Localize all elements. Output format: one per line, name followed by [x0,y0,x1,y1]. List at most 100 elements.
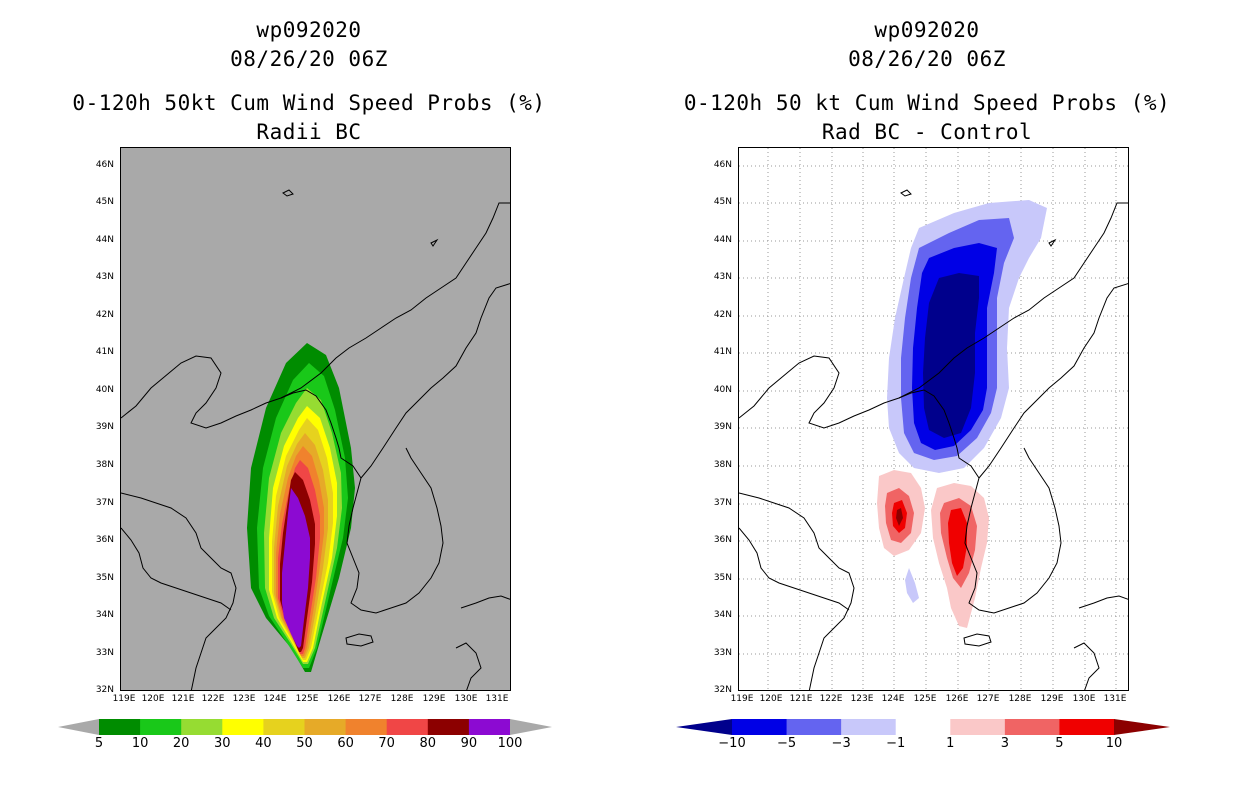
colorbar-swatch [786,719,842,735]
lon-label: 125E [913,694,937,704]
lat-label: 37N [95,498,114,508]
colorbar-swatch [1004,719,1060,735]
colorbar-arrow-low [58,719,99,735]
lat-label: 34N [713,610,732,620]
island-2 [430,238,439,247]
panel-difference: wp092020 08/26/20 06Z 0-120h 50 kt Cum W… [618,0,1236,800]
lat-label: 45N [713,197,732,207]
coastline-shandong [121,527,232,611]
lat-label: 35N [95,573,114,583]
plot-title: 0-120h 50kt Cum Wind Speed Probs (%) [72,91,546,115]
lon-label: 126E [327,694,351,704]
map-area [738,147,1129,691]
plot-subtitle: Radii BC [256,120,362,144]
colorbar-label: 5 [1055,736,1064,751]
lon-label: 119E [730,694,754,704]
colorbar-label: 20 [172,736,190,751]
lon-label: 128E [1008,694,1032,704]
colorbar-label: 40 [255,736,272,751]
coastline-korea-south [346,447,444,614]
colorbar-label: 10 [131,736,149,751]
colorbar-label: 5 [94,736,104,751]
storm-id: wp092020 [874,18,980,42]
lat-label: 35N [713,573,732,583]
lon-label: 121E [171,694,195,704]
lat-label: 44N [713,235,732,245]
lat-label: 45N [95,197,114,207]
lat-label: 33N [713,648,732,658]
coastline-korea-south [964,447,1062,614]
coastline-korea-east [978,283,1128,479]
contour-neg-10 [923,273,979,438]
colorbar-label: −1 [886,736,906,751]
lon-label: 125E [295,694,319,704]
coastline-china-north [121,355,362,479]
coastline-china-east [739,492,855,690]
colorbar-label: 80 [419,736,437,751]
colorbar [676,719,1170,735]
lat-label: 46N [95,160,114,170]
colorbar-label: −3 [831,736,851,751]
colorbar-label: −10 [718,736,746,751]
colorbar-swatch [895,719,951,735]
lat-label: 36N [713,535,732,545]
lat-label: 40N [713,385,732,395]
contour-pos-10 [896,508,903,526]
coastline-shandong [739,527,850,611]
colorbar-label: 10 [1105,736,1123,751]
panel-radii-bc: wp092020 08/26/20 06Z 0-120h 50kt Cum Wi… [58,18,552,751]
lat-label: 42N [713,310,732,320]
colorbar-swatch [263,719,305,735]
colorbar-label: 90 [460,736,478,751]
lon-label: 130E [454,694,478,704]
lat-label: 33N [95,648,114,658]
colorbar-swatch [732,719,788,735]
colorbar-swatch [468,719,511,735]
lon-label: 124E [263,694,287,704]
lat-label: 39N [713,422,732,432]
colorbar-swatch [140,719,182,735]
colorbar-arrow-low [676,719,732,735]
colorbar-label: −5 [776,736,797,751]
colorbar-label: 60 [337,736,354,751]
lat-label: 34N [95,610,114,620]
lat-label: 41N [713,347,732,357]
colorbar-swatch [386,719,429,735]
lat-label: 41N [95,347,114,357]
plot-subtitle: Rad BC - Control [821,120,1033,144]
island-1 [282,189,294,197]
lon-label: 130E [1072,694,1096,704]
lat-label: 42N [95,310,114,320]
colorbar-swatch [345,719,388,735]
lat-label: 40N [95,385,114,395]
map-area [120,147,511,691]
lon-label: 121E [789,694,813,704]
colorbar [58,719,552,735]
colorbar-label: 70 [378,736,395,751]
colorbar-swatch [1059,719,1115,735]
lon-label: 124E [881,694,905,704]
lon-label: 122E [819,694,843,704]
lat-label: 44N [95,235,114,245]
lat-label: 37N [713,498,732,508]
colorbar-label: 30 [214,736,231,751]
lon-label: 129E [422,694,446,704]
init-time: 08/26/20 06Z [230,47,388,71]
colorbar-swatch [841,719,897,735]
border-china-korea [898,202,1128,399]
lon-label: 120E [141,694,165,704]
lat-label: 38N [713,460,732,470]
island-2 [1048,238,1057,247]
lon-label: 120E [759,694,783,704]
lat-label: 43N [95,272,114,282]
contour-pos-5b [948,508,967,576]
colorbar-label: 1 [946,736,955,751]
lon-label: 123E [850,694,874,704]
island-jeju [345,633,374,647]
lon-label: 131E [485,694,509,704]
lon-label: 126E [945,694,969,704]
storm-id: wp092020 [256,18,362,42]
colorbar-label: 100 [497,736,523,751]
contour-90 [282,488,310,648]
lat-label: 32N [95,685,114,695]
